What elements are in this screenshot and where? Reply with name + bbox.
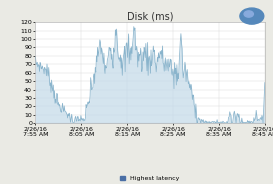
Circle shape — [244, 11, 253, 17]
Circle shape — [240, 8, 264, 24]
Legend: Highest latency: Highest latency — [120, 176, 180, 181]
Title: Disk (ms): Disk (ms) — [127, 11, 173, 21]
